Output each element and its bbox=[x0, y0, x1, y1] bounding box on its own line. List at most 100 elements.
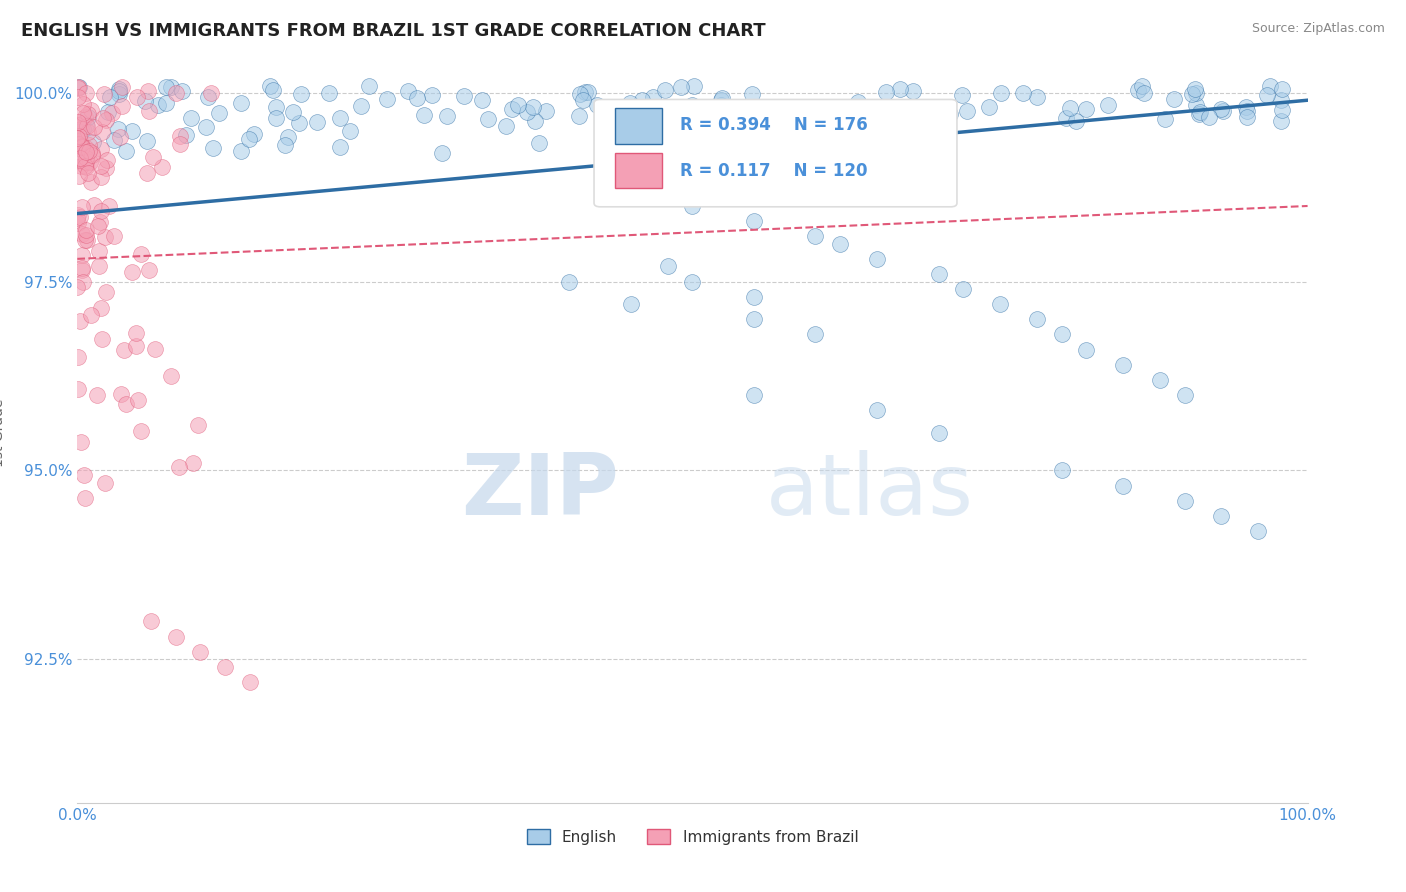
Text: ENGLISH VS IMMIGRANTS FROM BRAZIL 1ST GRADE CORRELATION CHART: ENGLISH VS IMMIGRANTS FROM BRAZIL 1ST GR… bbox=[21, 22, 766, 40]
Point bbox=[264, 111, 287, 125]
Point bbox=[595, 149, 617, 163]
Point bbox=[79, 174, 101, 188]
Point bbox=[66, 80, 89, 95]
Point bbox=[131, 246, 153, 260]
Point bbox=[82, 148, 104, 162]
Point bbox=[669, 80, 692, 95]
Point bbox=[359, 78, 381, 93]
Point bbox=[1271, 103, 1294, 118]
Point bbox=[134, 94, 156, 108]
Point bbox=[160, 79, 183, 94]
FancyBboxPatch shape bbox=[595, 99, 957, 207]
Point bbox=[453, 88, 475, 103]
Point bbox=[1181, 87, 1204, 102]
Point bbox=[262, 83, 284, 97]
Point bbox=[75, 491, 97, 505]
Point bbox=[1198, 110, 1220, 124]
Point bbox=[103, 133, 125, 147]
Point bbox=[70, 142, 93, 156]
Point bbox=[96, 153, 118, 167]
Point bbox=[1184, 86, 1206, 100]
Point bbox=[1209, 102, 1232, 116]
Point bbox=[111, 80, 134, 95]
Point bbox=[75, 110, 97, 124]
Point bbox=[506, 98, 529, 112]
Point bbox=[641, 90, 664, 104]
Point bbox=[710, 141, 733, 155]
Point bbox=[69, 151, 91, 165]
Point bbox=[159, 368, 181, 383]
Point bbox=[77, 125, 100, 139]
Point bbox=[70, 263, 93, 277]
Point bbox=[238, 132, 260, 146]
Point bbox=[145, 342, 167, 356]
Point bbox=[1258, 78, 1281, 93]
Point bbox=[110, 387, 132, 401]
Text: ZIP: ZIP bbox=[461, 450, 619, 533]
Point bbox=[93, 87, 115, 101]
Point bbox=[741, 87, 763, 101]
Point bbox=[90, 301, 112, 315]
Point bbox=[138, 104, 160, 119]
Point bbox=[76, 166, 98, 180]
Point bbox=[167, 459, 190, 474]
Point bbox=[114, 397, 136, 411]
Point bbox=[259, 78, 281, 93]
Point bbox=[1270, 82, 1292, 96]
Point bbox=[75, 145, 97, 160]
Point bbox=[70, 260, 93, 275]
Point bbox=[1247, 524, 1270, 538]
Point bbox=[657, 260, 679, 274]
Point bbox=[70, 435, 93, 450]
Point bbox=[66, 216, 89, 230]
Point bbox=[1174, 388, 1197, 402]
Point bbox=[70, 117, 93, 131]
Point bbox=[72, 275, 94, 289]
Point bbox=[148, 98, 170, 112]
Point bbox=[602, 141, 624, 155]
Point bbox=[136, 84, 159, 98]
Point bbox=[67, 136, 90, 151]
Point bbox=[67, 80, 90, 95]
Point bbox=[91, 111, 114, 125]
Point bbox=[1163, 91, 1185, 105]
Point bbox=[138, 263, 160, 277]
Point bbox=[76, 119, 98, 133]
Point bbox=[66, 351, 89, 365]
Point bbox=[75, 223, 97, 237]
Point bbox=[108, 129, 131, 144]
Point bbox=[83, 198, 105, 212]
Point bbox=[90, 142, 112, 156]
Text: R = 0.117    N = 120: R = 0.117 N = 120 bbox=[681, 162, 868, 180]
Bar bbox=[614, 153, 662, 188]
Point bbox=[69, 314, 91, 328]
Point bbox=[94, 230, 117, 244]
Point bbox=[75, 118, 97, 132]
Point bbox=[180, 111, 202, 125]
Point bbox=[724, 137, 747, 152]
Point bbox=[866, 403, 889, 417]
Point bbox=[100, 90, 122, 104]
Point bbox=[529, 136, 551, 150]
Point bbox=[72, 122, 94, 136]
Point bbox=[98, 199, 121, 213]
Point bbox=[87, 219, 110, 233]
Point bbox=[1097, 98, 1119, 112]
Point bbox=[1025, 90, 1047, 104]
Point bbox=[682, 199, 704, 213]
Point bbox=[169, 128, 191, 143]
Point bbox=[231, 96, 253, 111]
Point bbox=[804, 110, 827, 124]
Text: atlas: atlas bbox=[766, 450, 974, 533]
Point bbox=[103, 229, 125, 244]
Point bbox=[710, 98, 733, 112]
Point bbox=[471, 93, 494, 107]
Point bbox=[66, 130, 89, 145]
Point bbox=[572, 93, 595, 107]
Point bbox=[742, 312, 765, 326]
Point bbox=[290, 87, 312, 101]
Point bbox=[592, 153, 614, 168]
Point bbox=[375, 92, 398, 106]
Point bbox=[89, 215, 111, 229]
Point bbox=[281, 104, 304, 119]
